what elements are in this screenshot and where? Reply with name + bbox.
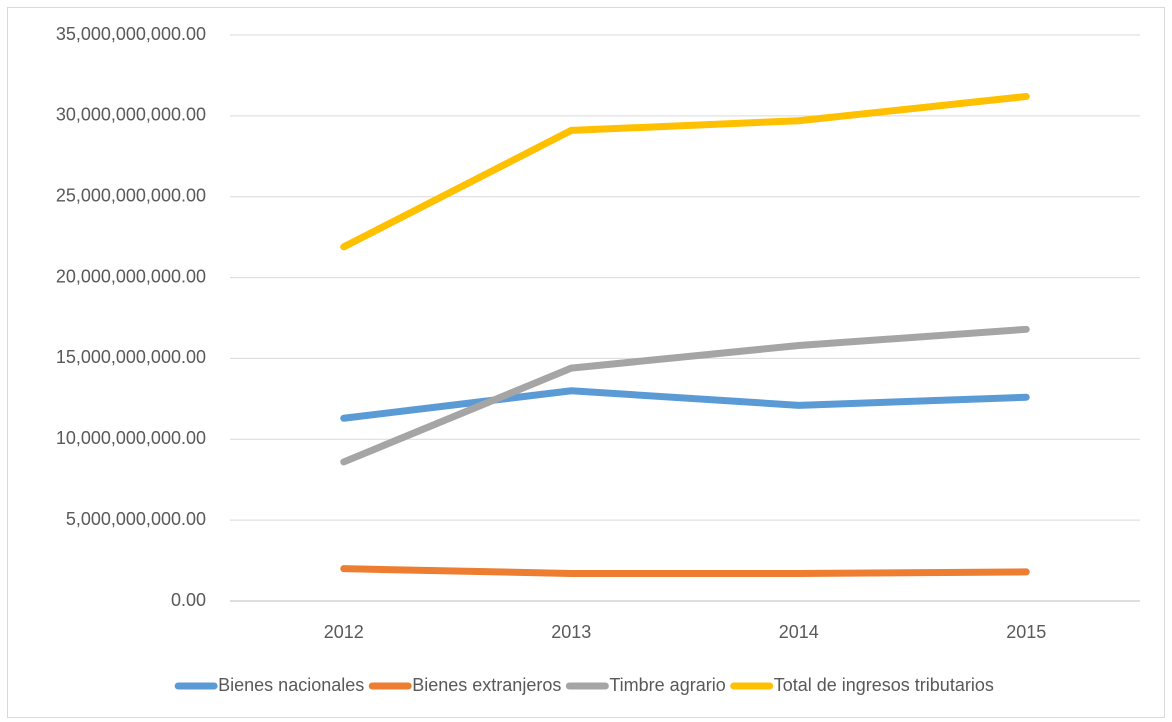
chart-border — [7, 7, 1165, 718]
series-line — [340, 565, 1030, 578]
x-tick-label: 2013 — [551, 622, 591, 642]
y-tick-label: 0.00 — [171, 590, 206, 610]
y-tick-label: 30,000,000,000.00 — [56, 105, 206, 125]
y-tick-label: 35,000,000,000.00 — [56, 24, 206, 44]
series-line — [340, 387, 1030, 422]
x-tick-label: 2014 — [779, 622, 819, 642]
y-tick-label: 25,000,000,000.00 — [56, 185, 206, 205]
x-tick-label: 2015 — [1006, 622, 1046, 642]
legend-label: Bienes extranjeros — [412, 675, 561, 695]
series-line — [340, 92, 1030, 251]
x-tick-label: 2012 — [324, 622, 364, 642]
series-line — [340, 325, 1030, 466]
y-tick-label: 10,000,000,000.00 — [56, 428, 206, 448]
legend-label: Timbre agrario — [609, 675, 725, 695]
y-tick-label: 5,000,000,000.00 — [66, 509, 206, 529]
legend-label: Bienes nacionales — [218, 675, 364, 695]
y-tick-label: 15,000,000,000.00 — [56, 347, 206, 367]
y-tick-label: 20,000,000,000.00 — [56, 266, 206, 286]
legend-label: Total de ingresos tributarios — [774, 675, 994, 695]
